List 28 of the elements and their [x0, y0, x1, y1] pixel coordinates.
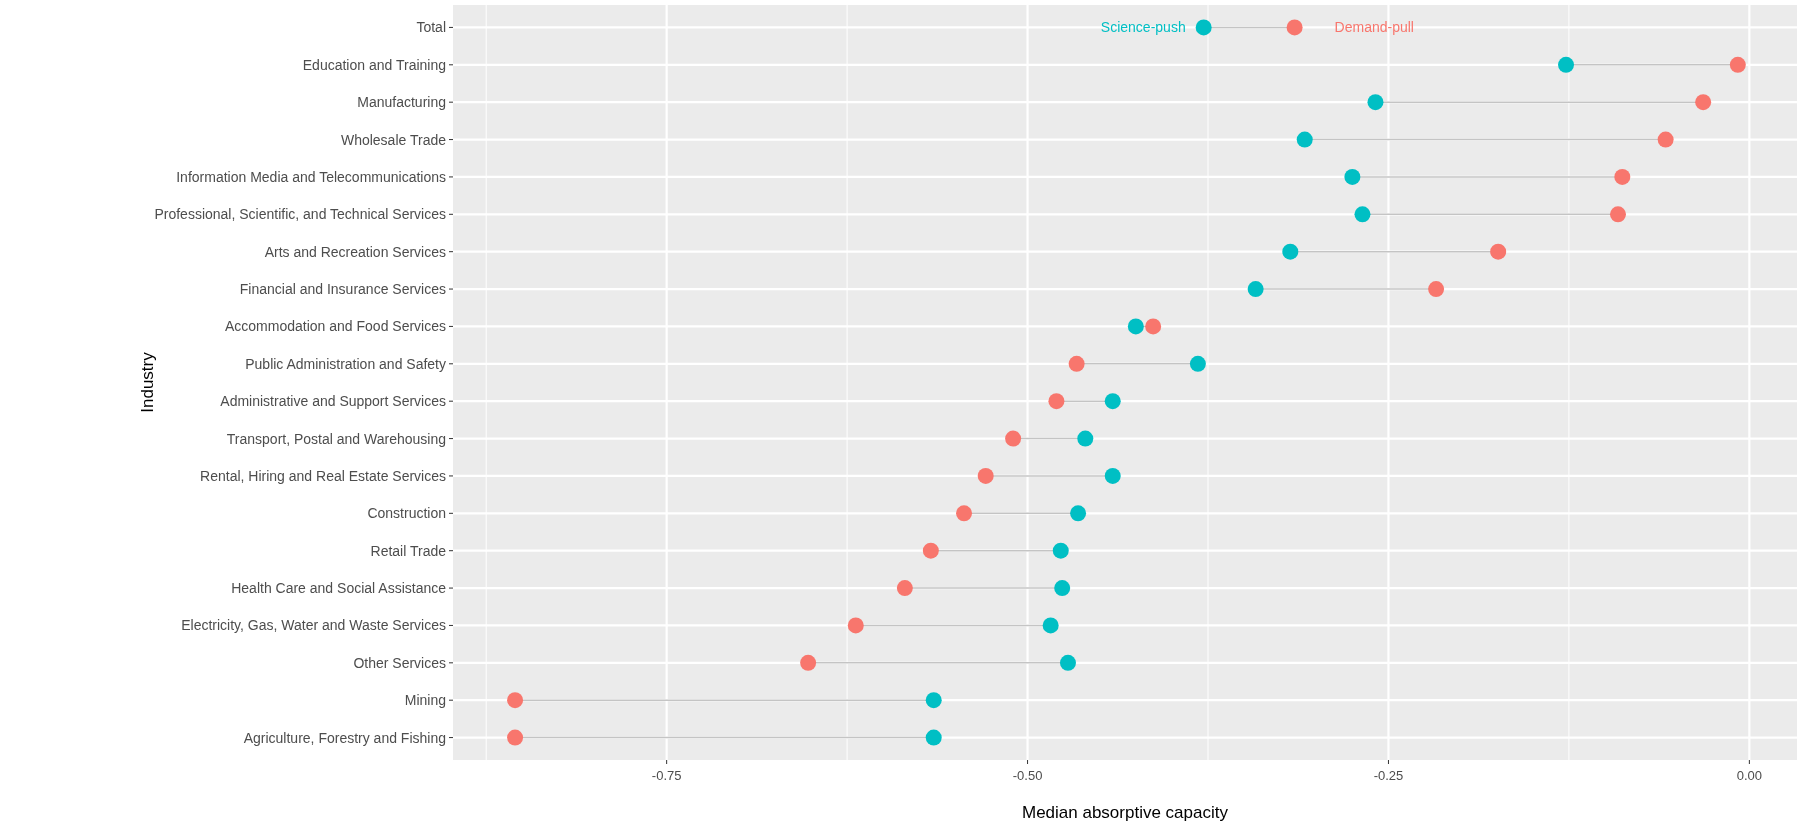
x-tick-label: -0.25 — [1373, 768, 1404, 783]
y-tick-label: Electricity, Gas, Water and Waste Services — [181, 617, 446, 634]
y-tick-label: Total — [416, 19, 446, 36]
y-tick-label: Manufacturing — [357, 94, 446, 111]
y-tick-label: Public Administration and Safety — [245, 355, 446, 372]
series-label: Science-push — [1100, 19, 1186, 36]
y-tick-label: Wholesale Trade — [340, 131, 447, 148]
y-tick-label: Health Care and Social Assistance — [231, 580, 447, 597]
y-tick-label: Accommodation and Food Services — [225, 318, 446, 335]
y-tick-label: Financial and Insurance Services — [239, 281, 446, 298]
x-axis-title: Median absorptive capacity — [1021, 803, 1229, 822]
y-tick-label: Education and Training — [302, 56, 446, 73]
y-tick-label: Rental, Hiring and Real Estate Services — [200, 467, 446, 484]
y-tick-label: Retail Trade — [370, 542, 447, 559]
y-tick-label: Construction — [367, 505, 446, 522]
y-tick-label: Transport, Postal and Warehousing — [226, 430, 446, 447]
y-tick-label: Information Media and Telecommunications — [176, 168, 446, 185]
x-tick-label: 0.00 — [1736, 768, 1763, 783]
text: Demand-pull — [1334, 19, 1414, 36]
y-tick-label: Other Services — [353, 654, 446, 671]
y-tick-label: Mining — [404, 692, 446, 709]
y-tick-label: Arts and Recreation Services — [264, 243, 446, 260]
y-tick-label: Administrative and Support Services — [220, 393, 446, 410]
y-tick-label: Agriculture, Forestry and Fishing — [243, 729, 446, 746]
y-tick-label: Professional, Scientific, and Technical Services — [154, 206, 446, 223]
y-axis-title: Industry — [138, 351, 157, 413]
x-tick-label: -0.50 — [1012, 768, 1043, 783]
x-tick-label: -0.75 — [651, 768, 682, 783]
